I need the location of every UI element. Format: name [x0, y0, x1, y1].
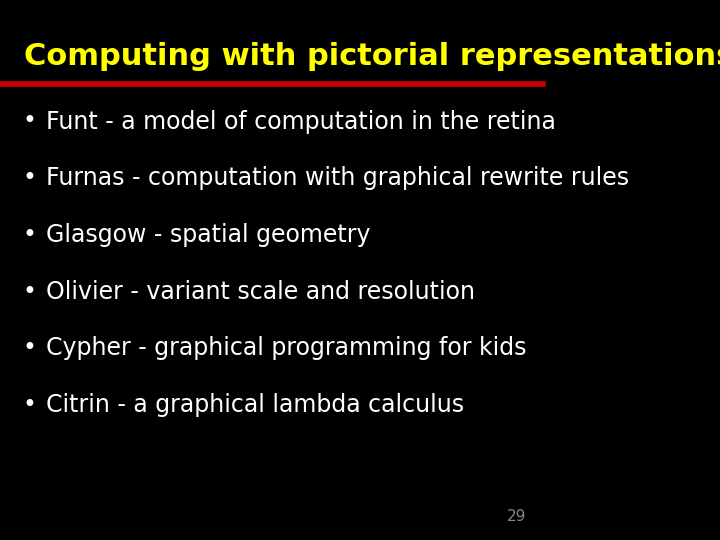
- Text: Glasgow - spatial geometry: Glasgow - spatial geometry: [46, 223, 371, 247]
- Text: Cypher - graphical programming for kids: Cypher - graphical programming for kids: [46, 336, 526, 360]
- Text: •: •: [23, 110, 37, 133]
- Text: Computing with pictorial representations: Computing with pictorial representations: [24, 42, 720, 71]
- Text: Olivier - variant scale and resolution: Olivier - variant scale and resolution: [46, 280, 475, 303]
- Text: 29: 29: [507, 509, 526, 524]
- Text: •: •: [23, 393, 37, 417]
- Text: •: •: [23, 336, 37, 360]
- Text: •: •: [23, 223, 37, 247]
- Text: •: •: [23, 280, 37, 303]
- Text: Furnas - computation with graphical rewrite rules: Furnas - computation with graphical rewr…: [46, 166, 629, 190]
- Text: Citrin - a graphical lambda calculus: Citrin - a graphical lambda calculus: [46, 393, 464, 417]
- Text: •: •: [23, 166, 37, 190]
- Text: Funt - a model of computation in the retina: Funt - a model of computation in the ret…: [46, 110, 556, 133]
